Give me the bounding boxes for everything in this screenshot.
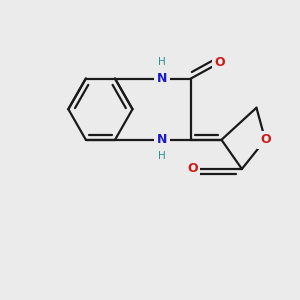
Text: N: N [157,133,167,146]
Text: H: H [158,151,166,161]
Text: O: O [260,133,271,146]
Text: O: O [215,56,225,69]
Text: H: H [158,58,166,68]
Text: N: N [157,72,167,85]
Text: O: O [187,163,198,176]
